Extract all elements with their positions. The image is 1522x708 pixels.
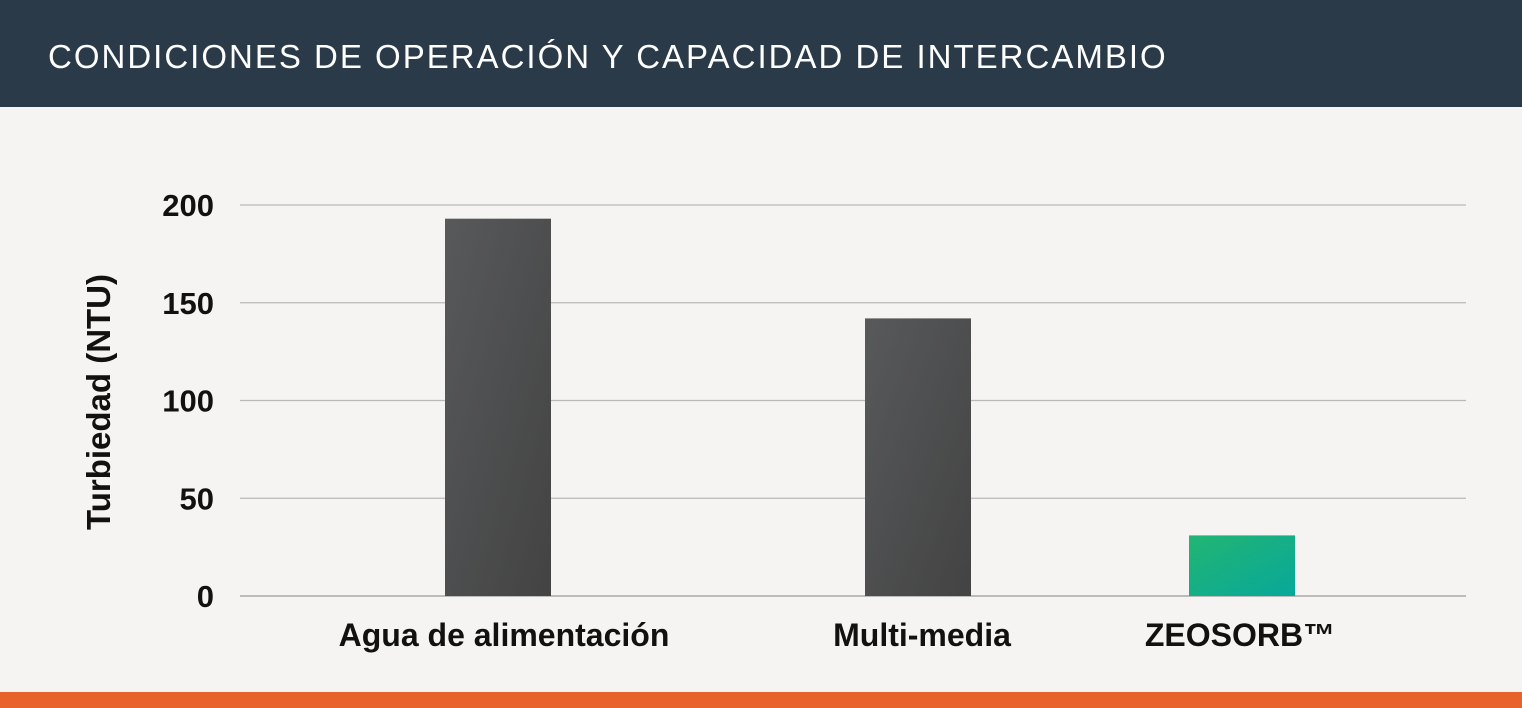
accent-footer-bar [0, 692, 1522, 708]
y-tick-label: 200 [162, 188, 214, 223]
header-bar: CONDICIONES DE OPERACIÓN Y CAPACIDAD DE … [0, 0, 1522, 107]
x-category-label: ZEOSORB™ [1145, 617, 1335, 653]
y-tick-label: 100 [162, 384, 214, 419]
y-tick-label: 150 [162, 286, 214, 321]
page-title: CONDICIONES DE OPERACIÓN Y CAPACIDAD DE … [48, 38, 1168, 75]
bar-2 [865, 318, 971, 596]
y-tick-label: 0 [197, 579, 214, 614]
y-axis-label: Turbiedad (NTU) [80, 274, 117, 530]
x-category-label: Agua de alimentación [339, 617, 670, 653]
bar-3 [1189, 535, 1295, 596]
bar-1 [445, 218, 551, 596]
y-tick-label: 50 [180, 481, 214, 516]
x-category-label: Multi-media [833, 617, 1011, 653]
bar-chart: 0 50 100 150 200 Agua de alimentación Multi-m… [80, 188, 1466, 653]
